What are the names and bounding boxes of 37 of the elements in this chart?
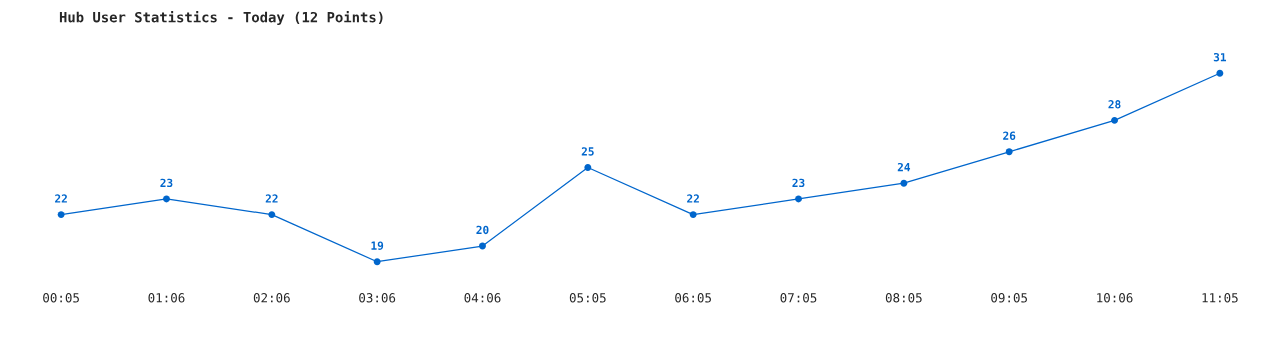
data-label: 31 bbox=[1213, 52, 1227, 62]
point bbox=[57, 211, 65, 219]
x-tick-label: 10:06 bbox=[1097, 293, 1133, 303]
point bbox=[1216, 69, 1224, 77]
x-tick-label: 00:05 bbox=[43, 293, 79, 303]
x-tick-label: 08:05 bbox=[885, 293, 922, 303]
data-label: 22 bbox=[55, 194, 67, 203]
point bbox=[268, 211, 276, 219]
data-label: 20 bbox=[476, 225, 489, 235]
data-label: 26 bbox=[1003, 131, 1016, 140]
data-label: 23 bbox=[792, 178, 805, 188]
x-tick-label: 06:05 bbox=[675, 293, 711, 303]
x-tick-label: 05:05 bbox=[569, 293, 606, 303]
chart-title: Hub User Statistics - Today (12 Points) bbox=[59, 10, 383, 26]
point bbox=[373, 258, 381, 266]
x-tick-label: 09:05 bbox=[991, 293, 1027, 303]
data-label: 22 bbox=[265, 194, 278, 203]
x-tick-label: 07:05 bbox=[780, 293, 817, 303]
point bbox=[689, 211, 697, 219]
data-label: 19 bbox=[371, 241, 384, 250]
point bbox=[1005, 148, 1013, 156]
data-label: 28 bbox=[1108, 100, 1121, 109]
x-tick-label: 02:06 bbox=[253, 293, 290, 303]
point bbox=[584, 164, 592, 171]
point bbox=[163, 195, 170, 203]
x-tick-label: 11:05 bbox=[1202, 293, 1238, 303]
data-label: 23 bbox=[160, 178, 173, 188]
point bbox=[479, 242, 486, 250]
data-label: 22 bbox=[687, 194, 699, 203]
data-label: 24 bbox=[897, 162, 911, 172]
x-tick-label: 01:06 bbox=[148, 293, 185, 303]
x-tick-label: 03:06 bbox=[359, 293, 396, 303]
x-tick-label: 04:06 bbox=[464, 293, 501, 303]
data-label: 25 bbox=[581, 147, 594, 156]
point bbox=[795, 195, 802, 203]
point bbox=[1111, 116, 1118, 124]
point bbox=[900, 179, 908, 187]
